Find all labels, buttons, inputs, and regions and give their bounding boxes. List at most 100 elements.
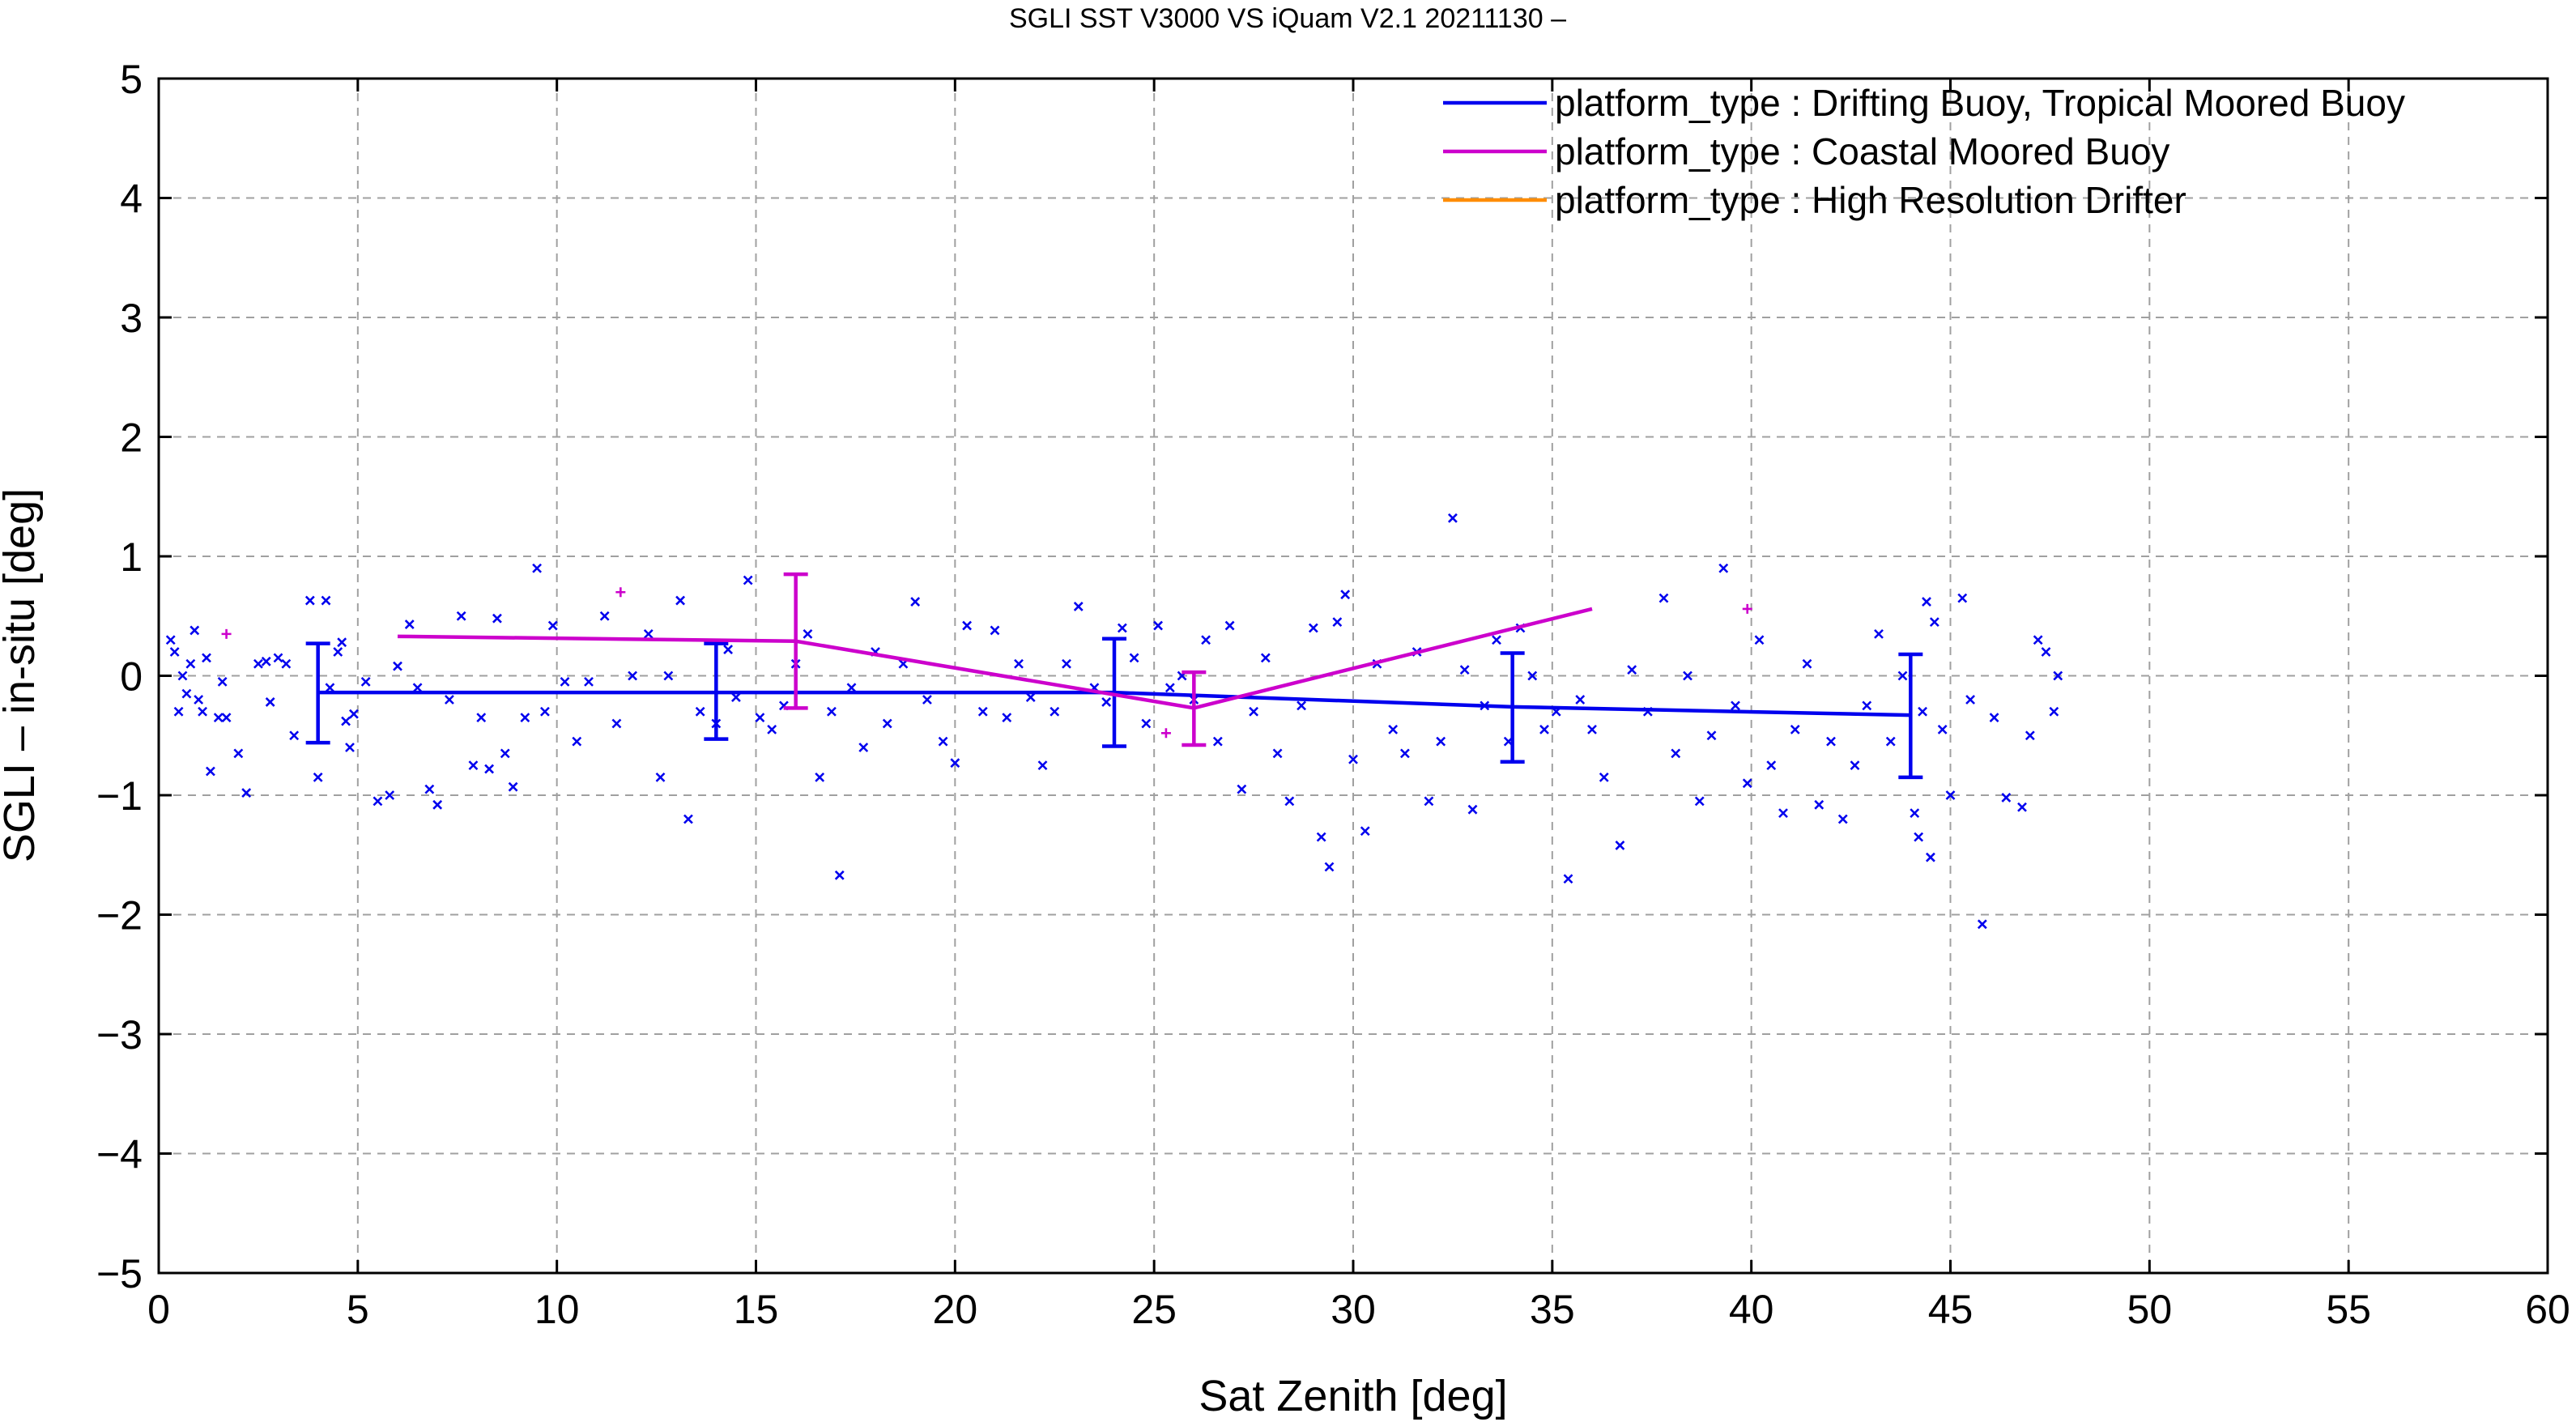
data-point (520, 713, 530, 723)
data-point (1914, 832, 1924, 842)
data-point (1802, 658, 1812, 669)
data-point (532, 563, 543, 573)
y-tick-label: 4 (120, 177, 143, 222)
data-point (1492, 635, 1501, 645)
data-point (1965, 695, 1975, 705)
data-point (221, 713, 232, 723)
data-point (241, 788, 252, 798)
data-point (675, 595, 686, 606)
data-point (655, 772, 666, 782)
data-point (1129, 653, 1139, 663)
data-point (1957, 593, 1968, 603)
y-tick-label: −3 (96, 1012, 143, 1058)
data-point (599, 611, 610, 621)
data-point (1658, 593, 1669, 603)
data-point (1141, 718, 1152, 729)
data-point (321, 595, 331, 606)
data-point (1025, 692, 1036, 702)
data-point (345, 743, 355, 752)
plot-content (165, 513, 2063, 930)
data-point (1459, 665, 1470, 675)
y-tick-label: 0 (120, 654, 143, 700)
data-point (348, 709, 359, 719)
data-point (882, 718, 892, 729)
data-point (1945, 790, 1956, 800)
x-tick-label: 15 (734, 1287, 779, 1332)
data-point (341, 716, 351, 726)
error-bar (704, 641, 729, 741)
data-point (827, 706, 837, 717)
data-point (683, 814, 693, 824)
data-point (265, 697, 275, 707)
data-point (962, 620, 972, 631)
data-point (1332, 617, 1343, 628)
data-point (1837, 814, 1848, 824)
x-tick-label: 40 (1729, 1287, 1774, 1332)
data-point (1575, 695, 1586, 705)
data-point (169, 647, 180, 657)
data-point (404, 619, 415, 629)
data-point (1284, 796, 1295, 807)
data-point (393, 661, 402, 671)
data-point (1754, 635, 1765, 645)
data-point (173, 706, 184, 717)
y-tick-label: 1 (120, 534, 143, 580)
data-point (360, 676, 371, 687)
data-point (1316, 832, 1326, 842)
data-point (337, 637, 347, 648)
y-tick-label: −5 (96, 1251, 143, 1296)
data-point (815, 772, 825, 782)
data-point (185, 658, 196, 669)
data-point (1742, 778, 1752, 789)
data-point (194, 695, 204, 705)
chart-title: SGLI SST V3000 VS iQuam V2.1 20211130 – (1009, 3, 1566, 34)
data-point (1037, 760, 1048, 771)
data-point (1599, 772, 1609, 782)
data-point (1117, 623, 1127, 633)
legend-label: platform_type : Coastal Moored Buoy (1555, 130, 2169, 172)
data-point (910, 597, 921, 607)
data-point (198, 706, 208, 717)
data-point (1926, 852, 1935, 862)
legend: platform_type : Drifting Buoy, Tropical … (1443, 82, 2405, 221)
data-point (508, 781, 518, 792)
data-point (1587, 724, 1597, 734)
data-point (2053, 671, 2063, 681)
data-point (572, 736, 582, 747)
error-bar (1182, 670, 1207, 747)
data-point (1683, 671, 1692, 681)
data-point (743, 575, 753, 585)
data-point (1671, 748, 1681, 759)
series-0 (165, 513, 2063, 930)
data-point (1539, 724, 1549, 734)
data-point (1448, 513, 1458, 523)
data-point (1850, 760, 1860, 771)
data-point (468, 760, 479, 771)
y-tick-label: 2 (120, 415, 143, 461)
data-point (547, 620, 558, 631)
data-point (1160, 728, 1171, 739)
data-point (730, 692, 741, 702)
data-point (412, 683, 423, 693)
data-point (1615, 841, 1625, 850)
data-point (325, 683, 335, 693)
data-point (755, 713, 765, 723)
data-point (1874, 628, 1884, 639)
data-point (1778, 808, 1788, 819)
data-point (628, 671, 638, 681)
data-point (1694, 796, 1705, 807)
data-point (1308, 623, 1318, 633)
data-point (1050, 706, 1060, 717)
data-point (1073, 602, 1084, 611)
data-point (834, 870, 845, 880)
data-point (1766, 760, 1777, 771)
data-point (1165, 683, 1175, 693)
data-point (846, 683, 857, 693)
data-point (1742, 603, 1752, 614)
x-tick-label: 30 (1331, 1287, 1376, 1332)
data-point (1885, 736, 1896, 747)
data-point (273, 653, 283, 663)
data-point (1388, 724, 1399, 734)
data-point (1014, 658, 1024, 669)
